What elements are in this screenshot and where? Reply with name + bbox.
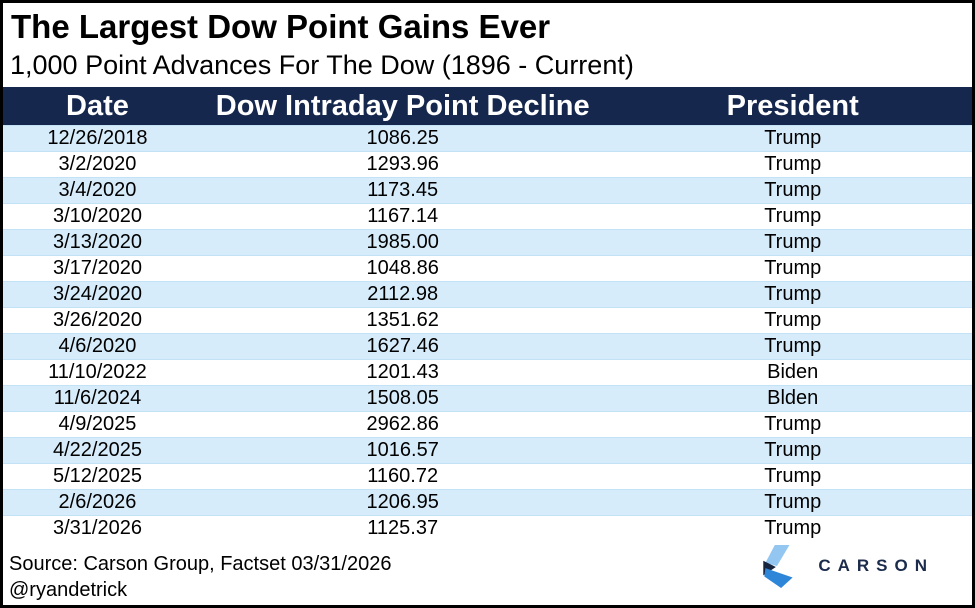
- source-line: Source: Carson Group, Factset 03/31/2026: [9, 553, 392, 575]
- dow-gains-table: Date Dow Intraday Point Decline Presiden…: [3, 87, 972, 541]
- source-note: Source: Carson Group, Factset 03/31/2026…: [9, 551, 391, 603]
- table-row: 3/10/2020 1167.14 Trump: [3, 204, 972, 230]
- carson-logo-icon: [762, 544, 796, 588]
- cell-points: 1201.43: [366, 361, 439, 383]
- cell-date: 3/24/2020: [3, 281, 192, 308]
- cell-president: Trump: [764, 465, 822, 487]
- cell-points: 1167.14: [367, 205, 439, 227]
- carson-logo-wordmark: CARSON: [818, 556, 934, 575]
- column-header-president: President: [613, 87, 972, 126]
- cell-points: 1206.95: [191, 489, 614, 516]
- cell-date: 5/12/2025: [52, 465, 142, 487]
- table-row: 4/22/2025 1016.57 Trump: [3, 437, 972, 464]
- cell-date: 11/6/2024: [3, 385, 192, 412]
- cell-points: 1016.57: [191, 437, 614, 464]
- cell-points: 1351.62: [366, 309, 439, 331]
- cell-date: 4/6/2020: [3, 333, 192, 360]
- table-row: 3/4/2020 1173.45 Trump: [3, 177, 972, 204]
- cell-date: 3/10/2020: [52, 205, 142, 227]
- cell-president: Trump: [613, 437, 972, 464]
- table-row: 4/9/2025 2962.86 Trump: [3, 412, 972, 438]
- cell-president: Blden: [613, 385, 972, 412]
- cell-president: Biden: [767, 361, 819, 383]
- cell-president: Trump: [764, 205, 822, 227]
- cell-president: Trump: [613, 281, 972, 308]
- cell-date: 3/26/2020: [52, 309, 142, 331]
- cell-points: 1985.00: [191, 229, 614, 256]
- page-subtitle: 1,000 Point Advances For The Dow (1896 -…: [10, 50, 634, 80]
- attribution-handle: @ryandetrick: [9, 579, 128, 601]
- cell-date: 3/13/2020: [3, 229, 192, 256]
- cell-points: 1293.96: [366, 153, 439, 175]
- cell-date: 12/26/2018: [3, 125, 192, 152]
- cell-date: 3/2/2020: [58, 153, 137, 175]
- cell-points: 1160.72: [367, 465, 439, 487]
- cell-president: Trump: [764, 309, 822, 331]
- cell-date: 2/6/2026: [3, 489, 192, 516]
- footer: Source: Carson Group, Factset 03/31/2026…: [3, 529, 972, 605]
- cell-points: 2962.86: [366, 413, 439, 435]
- column-header-points: Dow Intraday Point Decline: [191, 87, 614, 126]
- cell-president: Trump: [613, 125, 972, 152]
- cell-president: Trump: [764, 153, 822, 175]
- cell-date: 4/22/2025: [3, 437, 192, 464]
- cell-president: Trump: [764, 413, 822, 435]
- table-row: 4/6/2020 1627.46 Trump: [3, 333, 972, 360]
- cell-points: 1048.86: [366, 257, 439, 279]
- carson-logo: CARSON: [762, 543, 934, 589]
- table-row: 11/10/2022 1201.43 Biden: [3, 360, 972, 386]
- cell-date: 3/17/2020: [52, 257, 142, 279]
- cell-points: 1627.46: [191, 333, 614, 360]
- table-row: 2/6/2026 1206.95 Trump: [3, 489, 972, 516]
- table-row: 12/26/2018 1086.25 Trump: [3, 125, 972, 152]
- cell-points: 2112.98: [191, 281, 614, 308]
- table-row: 3/26/2020 1351.62 Trump: [3, 308, 972, 334]
- table-body: 12/26/2018 1086.25 Trump 3/2/2020 1293.96 Tru…: [3, 125, 972, 542]
- cell-points: 1125.37: [367, 517, 439, 539]
- cell-date: 4/9/2025: [58, 413, 137, 435]
- column-header-date: Date: [3, 87, 192, 126]
- cell-president: Trump: [613, 333, 972, 360]
- table-row: 3/31/2026 1125.37 Trump: [3, 516, 972, 542]
- table-row: 3/2/2020 1293.96 Trump: [3, 152, 972, 178]
- cell-date: 3/4/2020: [3, 177, 192, 204]
- table-row: 3/24/2020 2112.98 Trump: [3, 281, 972, 308]
- table-header: Date Dow Intraday Point Decline Presiden…: [3, 87, 972, 126]
- cell-points: 1086.25: [191, 125, 614, 152]
- table-header-row: Date Dow Intraday Point Decline Presiden…: [3, 87, 972, 126]
- table-row: 3/13/2020 1985.00 Trump: [3, 229, 972, 256]
- cell-president: Trump: [613, 177, 972, 204]
- cell-date: 3/31/2026: [52, 517, 142, 539]
- table-row: 5/12/2025 1160.72 Trump: [3, 464, 972, 490]
- cell-president: Trump: [764, 517, 822, 539]
- table-row: 3/17/2020 1048.86 Trump: [3, 256, 972, 282]
- cell-president: Trump: [613, 229, 972, 256]
- cell-president: Trump: [613, 489, 972, 516]
- table-row: 11/6/2024 1508.05 Blden: [3, 385, 972, 412]
- cell-president: Trump: [764, 257, 822, 279]
- cell-points: 1508.05: [191, 385, 614, 412]
- cell-date: 11/10/2022: [48, 361, 147, 383]
- cell-points: 1173.45: [191, 177, 614, 204]
- page-title: The Largest Dow Point Gains Ever: [11, 8, 551, 45]
